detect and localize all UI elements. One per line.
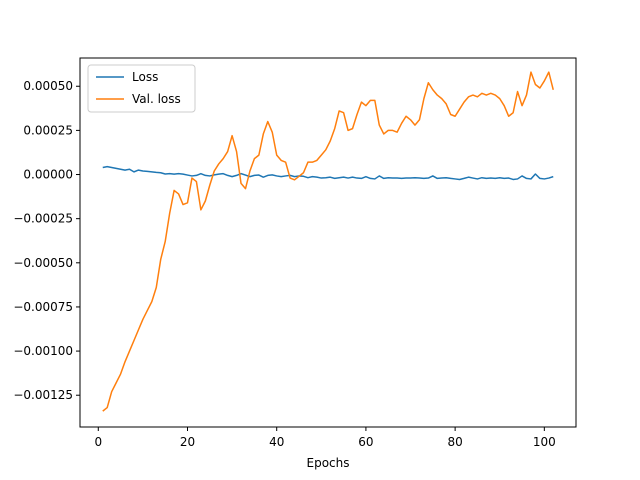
y-tick-label: −0.00050 <box>13 256 73 270</box>
x-tick-label: 0 <box>94 435 102 449</box>
series-line-loss <box>102 165 554 181</box>
x-tick-label: 40 <box>269 435 284 449</box>
y-tick-label: −0.00025 <box>13 212 73 226</box>
plot-area <box>102 71 554 412</box>
x-tick-label: 20 <box>180 435 195 449</box>
x-axis-label: Epochs <box>307 456 350 470</box>
legend-label: Loss <box>132 70 158 84</box>
x-tick-label: 80 <box>447 435 462 449</box>
y-tick-label: 0.00050 <box>23 79 73 93</box>
y-tick-label: 0.00000 <box>23 168 73 182</box>
x-tick-label: 100 <box>533 435 556 449</box>
legend-label: Val. loss <box>132 92 181 106</box>
y-tick-label: −0.00125 <box>13 388 73 402</box>
axes: 0 20 40 60 80 100 −0.00125 −0.00100 −0.00075 −0.0… <box>13 57 577 449</box>
y-tick-label: 0.00025 <box>23 123 73 137</box>
legend: Loss Val. loss <box>87 64 196 113</box>
series-line-val-loss <box>102 71 554 412</box>
y-tick-label: −0.00100 <box>13 344 73 358</box>
y-tick-label: −0.00075 <box>13 300 73 314</box>
x-tick-label: 60 <box>358 435 373 449</box>
axes-frame <box>79 57 577 428</box>
